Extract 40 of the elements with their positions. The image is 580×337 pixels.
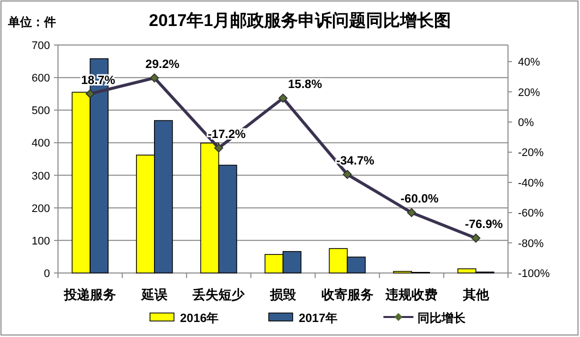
point bbox=[471, 234, 480, 243]
y-tick-label: 500 bbox=[32, 105, 50, 118]
y2-tick-label: 40% bbox=[518, 56, 540, 69]
point bbox=[342, 170, 352, 179]
point bbox=[86, 89, 95, 98]
x-tick-label: 丢失短少 bbox=[192, 287, 246, 302]
data-label: -34.7% bbox=[336, 153, 375, 168]
point bbox=[278, 94, 288, 103]
y-tick-label: 200 bbox=[32, 202, 50, 215]
y-tick-label: 300 bbox=[32, 170, 50, 182]
y-tick-label: 100 bbox=[32, 235, 50, 248]
point bbox=[150, 73, 159, 82]
y2-tick-label: -60% bbox=[518, 208, 544, 220]
x-tick-label: 损毁 bbox=[269, 287, 297, 302]
legend-label: 2016年 bbox=[180, 311, 219, 325]
y2-tick-label: -100% bbox=[518, 268, 550, 280]
x-tick-label: 收寄服务 bbox=[321, 287, 374, 302]
text: 单位：件 bbox=[7, 15, 56, 29]
y2-tick-label: -20% bbox=[518, 147, 544, 160]
y2-tick-label: 0% bbox=[518, 117, 534, 130]
y-tick-label: 400 bbox=[32, 138, 50, 150]
y2-tick-label: -40% bbox=[518, 177, 544, 190]
y2-tick-label: 20% bbox=[518, 86, 540, 99]
y-tick-label: 600 bbox=[32, 72, 50, 85]
data-label: -76.9% bbox=[464, 217, 504, 232]
x-tick-label: 违规收费 bbox=[384, 287, 438, 302]
legend-label: 2017年 bbox=[298, 311, 338, 325]
x-tick-label: 其他 bbox=[462, 287, 490, 302]
data-label: -60.0% bbox=[400, 192, 439, 206]
y-tick-label: 700 bbox=[32, 40, 50, 52]
data-label: 29.2% bbox=[145, 56, 180, 71]
data-label: 15.8% bbox=[288, 77, 322, 92]
y2-tick-label: -80% bbox=[518, 238, 544, 250]
y-tick-label: 0 bbox=[44, 268, 50, 280]
x-tick-label: 投递服务 bbox=[63, 287, 116, 302]
point bbox=[214, 143, 224, 152]
point bbox=[407, 208, 416, 218]
legend-label: 同比增长 bbox=[417, 311, 466, 325]
x-tick-label: 延误 bbox=[140, 287, 168, 302]
chart-title: 2017年1月邮政服务申诉问题同比增长图 bbox=[148, 11, 452, 30]
